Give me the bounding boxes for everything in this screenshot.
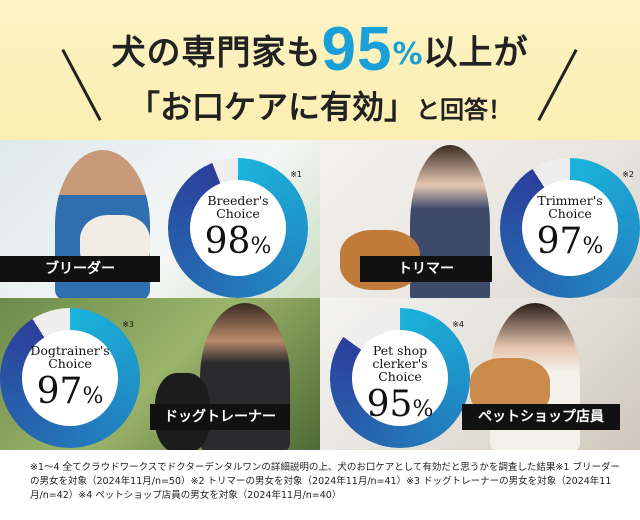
footnote: ※1～4 全てクラウドワークスでドクターデンタルワンの詳細説明の上、犬のお口ケア… [30, 462, 620, 501]
percent-value: 97% [536, 221, 604, 262]
donut-center: Dogtrainer's Choice 97% [22, 330, 118, 426]
footnote-marker: ※3 [122, 320, 134, 329]
footnote-marker: ※2 [622, 170, 634, 179]
footnote-marker: ※4 [452, 320, 464, 329]
tag-dogtrainer: ドッグトレーナー [150, 404, 290, 430]
donut-center: Trimmer's Choice 97% [522, 180, 618, 276]
headline-line1: 犬の専門家も95%以上が [0, 14, 640, 85]
footnote-marker: ※1 [290, 170, 302, 179]
headline-text: と回答！ [416, 96, 512, 124]
donut-breeder: Breeder's Choice 98% ※1 [168, 158, 308, 298]
headline-percent: % [392, 37, 424, 72]
headline-text: 犬の専門家も [111, 33, 322, 73]
headline-number: 95 [321, 15, 393, 84]
header-banner: 犬の専門家も95%以上が 「お口ケアに有効」と回答！ [0, 0, 640, 150]
choice-label: Pet shop clerker's Choice [372, 343, 428, 384]
tag-trimmer: トリマー [360, 256, 492, 282]
donut-dogtrainer: Dogtrainer's Choice 97% ※3 [0, 308, 140, 448]
headline-text: 「お口ケアに有効」 [127, 88, 416, 126]
headline-line2: 「お口ケアに有効」と回答！ [0, 82, 640, 128]
tag-petshop: ペットショップ店員 [462, 404, 620, 430]
donut-petshop: Pet shop clerker's Choice 95% ※4 [330, 308, 470, 448]
donut-trimmer: Trimmer's Choice 97% ※2 [500, 158, 640, 298]
headline-text: 以上が [423, 33, 529, 73]
tag-breeder: ブリーダー [0, 256, 160, 282]
donut-center: Pet shop clerker's Choice 95% [352, 330, 448, 426]
choice-label: Breeder's Choice [207, 193, 269, 221]
donut-center: Breeder's Choice 98% [190, 180, 286, 276]
percent-value: 95% [366, 384, 434, 425]
percent-value: 97% [36, 371, 104, 412]
choice-label: Dogtrainer's Choice [30, 343, 110, 371]
percent-value: 98% [204, 221, 272, 262]
choice-label: Trimmer's Choice [537, 193, 603, 221]
